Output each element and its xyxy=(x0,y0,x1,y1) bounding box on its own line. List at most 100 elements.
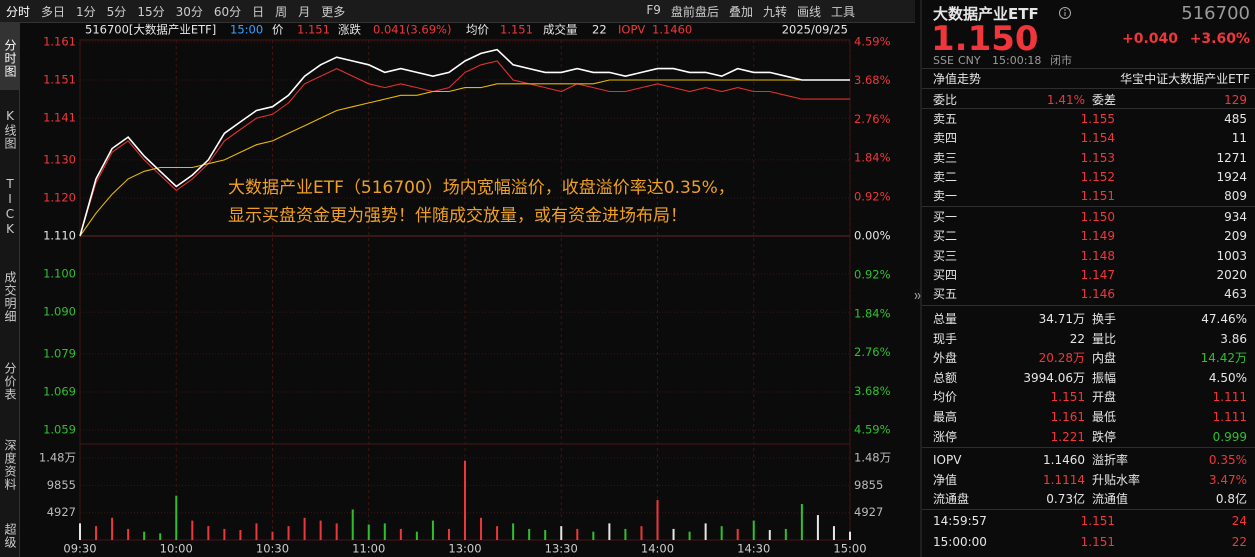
x-tick-label: 11:00 xyxy=(352,542,385,556)
period-tab[interactable]: 5分 xyxy=(106,5,127,19)
volume-bar xyxy=(576,528,579,540)
y2-tick-label: 0.92% xyxy=(854,267,891,281)
y2-tick-label: 2.76% xyxy=(854,112,891,126)
side-tab[interactable]: 成交明细 xyxy=(3,271,17,323)
volume-bar xyxy=(191,520,194,540)
separator xyxy=(922,305,1255,306)
series-line xyxy=(79,48,850,237)
stat-value: 129 xyxy=(1224,93,1247,107)
period-tab[interactable]: 15分 xyxy=(137,5,165,19)
period-tab[interactable]: 日 xyxy=(252,5,265,19)
y2-tick-label: 4.59% xyxy=(854,35,891,49)
trade-price: 1.151 xyxy=(1080,514,1115,528)
period-tab[interactable]: 月 xyxy=(298,5,311,19)
volume-bar xyxy=(624,528,627,540)
stat-label: 净值 xyxy=(933,472,958,487)
stat-value: 3.86 xyxy=(1220,331,1247,346)
volume-bar xyxy=(688,531,691,540)
chart-header: 516700[大数据产业ETF] xyxy=(85,23,216,37)
volume-bar xyxy=(447,528,450,540)
stat-value: 20.28万 xyxy=(1038,351,1085,366)
stat-label: 跌停 xyxy=(1092,429,1117,444)
volume-tick-label: 9855 xyxy=(854,478,883,492)
volume-tick-label: 4927 xyxy=(47,505,76,519)
side-tab[interactable]: TICK xyxy=(3,177,17,237)
volume-bar xyxy=(752,520,755,540)
y-tick-label: 1.161 xyxy=(43,35,76,49)
order-volume: 1271 xyxy=(1216,150,1247,165)
order-volume: 463 xyxy=(1224,287,1247,302)
chart-header: 0.041(3.69%) xyxy=(373,23,451,37)
side-tab[interactable]: 深度资料 xyxy=(3,439,17,491)
volume-bar xyxy=(816,515,819,540)
x-tick-label: 10:30 xyxy=(256,542,289,556)
tool-button[interactable]: 工具 xyxy=(830,5,855,19)
tools: F9 盘前盘后 叠加 九转 画线 工具 xyxy=(646,3,855,20)
period-tab[interactable]: 更多 xyxy=(321,5,346,19)
y-tick-label: 1.079 xyxy=(43,346,76,360)
volume-bar xyxy=(672,528,675,540)
volume-tick-label: 9855 xyxy=(47,478,76,492)
series-line xyxy=(79,79,850,237)
chart: 1.161 1.151 1.141 1.130 1.120 1.110 1.100 1.090… xyxy=(39,23,891,556)
period-tab[interactable]: 周 xyxy=(275,5,288,19)
chart-header: 15:00 xyxy=(230,23,263,37)
separator xyxy=(922,108,1255,109)
separator xyxy=(922,68,1255,69)
side-tab[interactable]: 分价表 xyxy=(3,361,17,401)
chart-header: 1.151 xyxy=(297,23,330,37)
tool-button[interactable]: 九转 xyxy=(762,5,787,19)
price-change: +0.040 xyxy=(1121,31,1178,47)
stat-label: 外盘 xyxy=(933,351,958,366)
x-tick-label: 13:30 xyxy=(545,542,578,556)
volume-bar xyxy=(768,530,771,540)
stat-label: 委比 xyxy=(933,93,958,107)
order-level: 买五 xyxy=(933,287,958,302)
side-tab[interactable]: 超级 xyxy=(3,522,17,549)
stat-value: 22 xyxy=(1069,331,1085,346)
stat-value: 1.111 xyxy=(1212,390,1247,405)
order-level: 买二 xyxy=(933,229,958,244)
period-tab[interactable]: 分时 xyxy=(6,5,31,19)
stat-label: 溢折率 xyxy=(1092,453,1129,467)
y-tick-label: 1.059 xyxy=(43,423,76,437)
volume-bar xyxy=(720,526,723,540)
volume-bar xyxy=(399,528,402,540)
trade-price: 1.151 xyxy=(1080,535,1115,549)
stat-label: 换手 xyxy=(1092,312,1117,326)
stat-value: 1.111 xyxy=(1212,410,1247,424)
tool-button[interactable]: F9 xyxy=(646,3,661,17)
side-tab[interactable]: K线图 xyxy=(3,108,17,150)
tool-button[interactable]: 画线 xyxy=(796,5,821,19)
tool-button[interactable]: 叠加 xyxy=(728,5,753,19)
volume-bar xyxy=(431,520,434,540)
volume-bar xyxy=(496,526,499,540)
y2-tick-label: 4.59% xyxy=(854,423,891,437)
volume-bar xyxy=(832,526,835,540)
info-icon[interactable] xyxy=(1058,6,1072,20)
period-tab[interactable]: 30分 xyxy=(175,5,203,19)
order-volume: 1924 xyxy=(1216,169,1247,184)
side-tab[interactable]: 分时图 xyxy=(0,22,19,90)
order-level: 买四 xyxy=(933,267,958,282)
tool-button[interactable]: 盘前盘后 xyxy=(670,5,719,19)
stat-value: 0.73亿 xyxy=(1046,492,1085,506)
order-level: 卖三 xyxy=(933,150,958,165)
volume-bar xyxy=(271,531,274,540)
volume-tick-label: 4927 xyxy=(854,505,883,519)
y2-tick-label: 0.00% xyxy=(854,229,891,243)
volume-bar xyxy=(592,531,595,540)
volume-bar xyxy=(143,531,146,540)
volume-bar xyxy=(351,509,354,540)
order-level: 卖一 xyxy=(933,189,958,204)
separator xyxy=(922,206,1255,207)
order-level: 卖五 xyxy=(933,112,958,126)
x-tick-label: 14:00 xyxy=(641,542,674,556)
y2-tick-label: 3.68% xyxy=(854,73,891,87)
period-tab[interactable]: 60分 xyxy=(213,5,242,19)
stat-label: 均价 xyxy=(933,390,958,405)
order-volume: 209 xyxy=(1224,229,1247,244)
period-tab[interactable]: 多日 xyxy=(41,5,66,19)
period-tab[interactable]: 1分 xyxy=(76,5,96,19)
